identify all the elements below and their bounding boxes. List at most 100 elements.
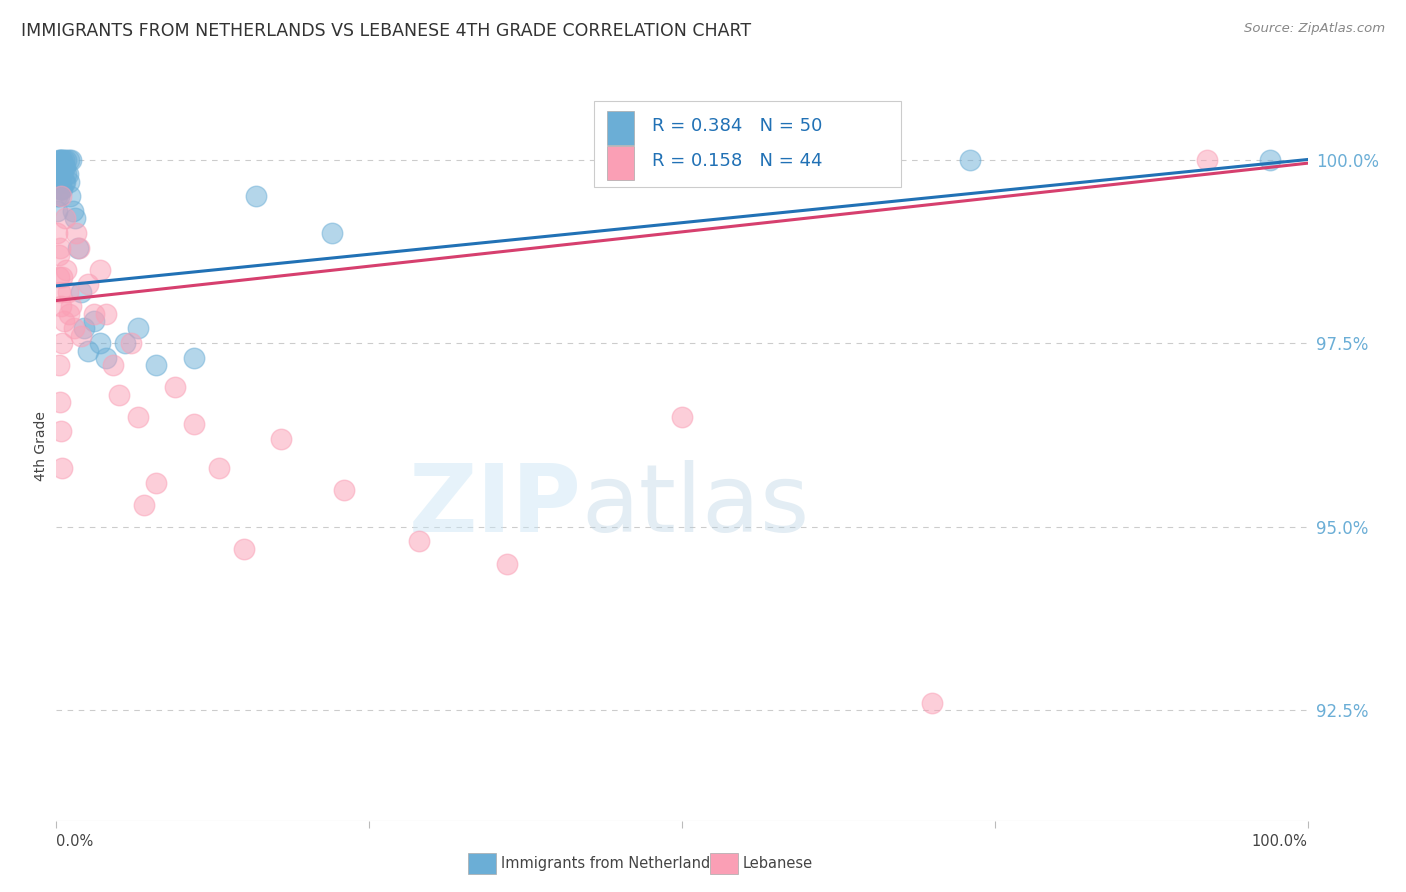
Point (49, 241, 72, 255)
Point (56, 285, 79, 299)
Point (183, 351, 205, 365)
Point (49, 395, 72, 409)
Point (51, 160, 73, 174)
Point (127, 321, 149, 335)
Point (67, 241, 90, 255)
Point (48, 160, 70, 174)
Point (58, 175, 80, 189)
Point (48, 358, 70, 372)
Point (66, 241, 89, 255)
Point (96, 307, 118, 321)
Point (58, 307, 80, 321)
Point (270, 432, 292, 446)
Point (51, 167, 73, 181)
Bar (607, 112, 634, 145)
Point (70, 328, 93, 343)
Point (59, 189, 82, 203)
Text: Immigrants from Netherlands: Immigrants from Netherlands (501, 856, 717, 871)
Point (49, 153, 72, 167)
Point (49, 182, 72, 196)
Point (76, 343, 98, 358)
Point (70, 285, 93, 299)
Point (51, 182, 73, 196)
Point (62, 321, 84, 335)
Point (51, 182, 73, 196)
Point (51, 153, 73, 167)
Point (83, 307, 105, 321)
Point (55, 167, 77, 181)
Point (48, 270, 70, 285)
Point (53, 160, 76, 174)
Point (53, 175, 76, 189)
FancyBboxPatch shape (595, 102, 901, 187)
Point (49, 160, 72, 174)
Point (46, 226, 69, 240)
Point (321, 226, 343, 240)
Point (51, 167, 73, 181)
Point (63, 211, 86, 226)
Text: ZIP: ZIP (409, 460, 582, 552)
Point (48, 175, 70, 189)
Point (333, 483, 356, 497)
Point (1258, 153, 1281, 167)
Point (51, 425, 73, 439)
Point (55, 262, 77, 277)
Point (52, 314, 75, 328)
Point (233, 541, 256, 556)
Point (51, 189, 73, 203)
Point (46, 175, 69, 189)
Point (51, 336, 73, 351)
Point (76, 277, 98, 292)
Point (183, 417, 205, 431)
Point (52, 175, 75, 189)
Point (245, 189, 267, 203)
Point (145, 358, 167, 372)
Point (49, 175, 72, 189)
Text: Lebanese: Lebanese (742, 856, 813, 871)
Y-axis label: 4th Grade: 4th Grade (34, 411, 48, 481)
Point (58, 153, 80, 167)
Point (127, 409, 149, 424)
Bar (607, 146, 634, 180)
Point (1197, 153, 1219, 167)
Point (55, 153, 77, 167)
Point (89, 336, 111, 351)
Point (48, 248, 70, 262)
Point (120, 336, 142, 351)
Text: Source: ZipAtlas.com: Source: ZipAtlas.com (1244, 22, 1385, 36)
Point (53, 211, 76, 226)
Point (51, 160, 73, 174)
Point (48, 153, 70, 167)
Point (165, 380, 187, 394)
Point (145, 475, 167, 490)
Point (132, 498, 155, 512)
Point (83, 314, 105, 328)
Point (96, 351, 118, 365)
Point (48, 167, 70, 181)
Point (73, 321, 96, 335)
Point (51, 461, 73, 475)
Point (89, 262, 111, 277)
Point (46, 203, 69, 218)
Text: atlas: atlas (582, 460, 810, 552)
Point (51, 153, 73, 167)
Text: 0.0%: 0.0% (56, 834, 93, 849)
Point (959, 153, 981, 167)
Point (56, 167, 79, 181)
Point (208, 461, 231, 475)
Point (921, 696, 943, 710)
Point (52, 160, 75, 174)
Text: 100.0%: 100.0% (1251, 834, 1308, 849)
Point (101, 358, 124, 372)
Point (108, 387, 131, 401)
Point (114, 336, 136, 351)
Point (51, 270, 73, 285)
Point (52, 153, 75, 167)
Point (495, 557, 517, 571)
Point (408, 534, 430, 549)
Point (65, 226, 87, 240)
Text: R = 0.158   N = 44: R = 0.158 N = 44 (652, 153, 823, 170)
Text: R = 0.384   N = 50: R = 0.384 N = 50 (652, 117, 823, 136)
Point (48, 189, 70, 203)
Point (51, 300, 73, 314)
